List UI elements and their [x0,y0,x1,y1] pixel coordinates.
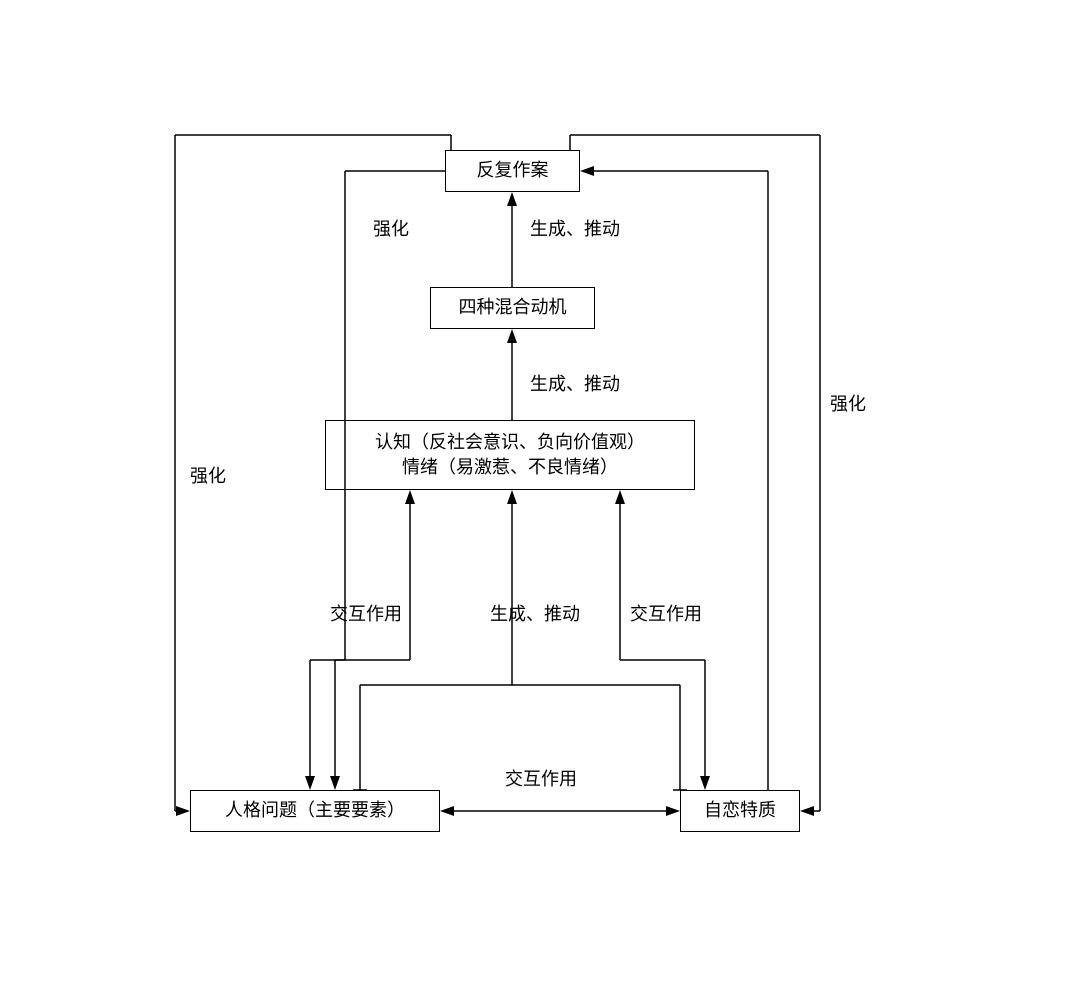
edge-label-reinforce-1: 强化 [373,215,409,241]
node-label: 四种混合动机 [459,295,567,320]
node-label: 情绪（易激惹、不良情绪） [402,455,618,480]
node-label: 认知（反社会意识、负向价值观） [375,430,645,455]
node-cognition-emotion: 认知（反社会意识、负向价值观） 情绪（易激惹、不良情绪） [325,420,695,490]
node-mixed-motives: 四种混合动机 [430,287,595,329]
edge-label-generate-2: 生成、推动 [530,370,620,396]
edge-label-generate-1: 生成、推动 [530,215,620,241]
edge-label-interact-bottom: 交互作用 [505,765,577,791]
edge-label-generate-3: 生成、推动 [490,600,580,626]
node-label: 人格问题（主要要素） [225,798,405,823]
diagram-canvas: 反复作案 四种混合动机 认知（反社会意识、负向价值观） 情绪（易激惹、不良情绪）… [0,0,1080,985]
node-repeat-crime: 反复作案 [445,150,580,192]
edge-label-reinforce-right: 强化 [830,390,866,416]
node-label: 反复作案 [477,158,549,183]
edge-label-interact-right: 交互作用 [630,600,702,626]
node-personality-problem: 人格问题（主要要素） [190,790,440,832]
edge-label-reinforce-left: 强化 [190,462,226,488]
node-narcissism: 自恋特质 [680,790,800,832]
edges-layer [0,0,1080,985]
node-label: 自恋特质 [704,798,776,823]
edge-label-interact-left: 交互作用 [330,600,402,626]
